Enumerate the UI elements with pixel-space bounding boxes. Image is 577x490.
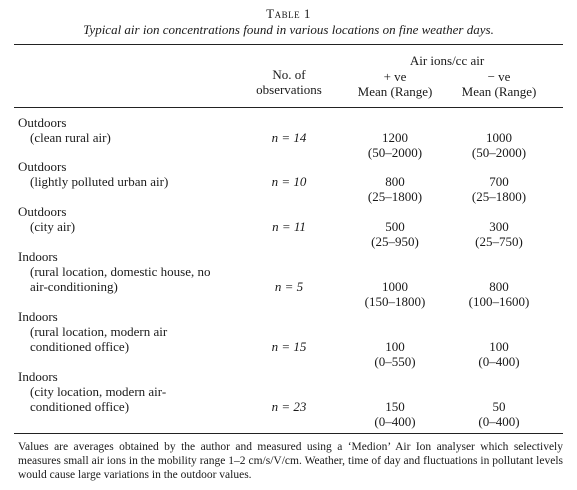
row-pos-mean: 500 <box>385 219 405 234</box>
row-n: n = 15 <box>249 339 329 354</box>
bottom-rule <box>14 433 563 434</box>
row-n: n = 5 <box>249 279 329 294</box>
row-n-value: n = 15 <box>271 339 307 354</box>
row-pos-mean: 800 <box>385 174 405 189</box>
row-location: Outdoors <box>18 159 67 174</box>
row-label: Outdoors (city air) <box>18 204 75 234</box>
table-label: Table 1 <box>266 6 311 21</box>
header-pos-stat: Mean (Range) <box>357 84 433 99</box>
header-nobs-line2: observations <box>256 82 322 97</box>
table-caption: Typical air ion concentrations found in … <box>83 22 494 37</box>
row-condition: (rural location, domestic house, no <box>30 264 211 279</box>
row-location: Indoors <box>18 309 58 324</box>
row-neg-range: (0–400) <box>478 414 520 429</box>
row-n-value: n = 23 <box>271 399 307 414</box>
row-neg-range: (25–1800) <box>471 189 527 204</box>
row-pos-mean: 1000 <box>382 279 408 294</box>
row-condition: (city air) <box>30 219 76 234</box>
row-location: Outdoors <box>18 204 67 219</box>
row-condition-cont: conditioned office) <box>30 339 130 354</box>
row-neg-mean: 100 <box>489 339 509 354</box>
row-n: n = 23 <box>249 399 329 414</box>
row-label: Indoors (rural location, domestic house,… <box>18 249 211 294</box>
header-neg-stat: Mean (Range) <box>461 84 537 99</box>
row-pos-mean: 150 <box>385 399 405 414</box>
row-neg-range: (0–400) <box>478 354 520 369</box>
row-neg-range: (25–750) <box>475 234 523 249</box>
row-condition-cont: air-conditioning) <box>30 279 118 294</box>
row-n-value: n = 10 <box>271 174 307 189</box>
row-condition: (city location, modern air- <box>30 384 167 399</box>
row-location: Indoors <box>18 369 58 384</box>
row-neg-mean: 1000 <box>486 130 512 145</box>
row-label: Indoors (city location, modern air- cond… <box>18 369 166 414</box>
header-neg-sign: − ve <box>487 69 511 84</box>
row-neg-mean: 50 <box>492 399 506 414</box>
row-neg-range: (100–1600) <box>468 294 530 309</box>
top-rule <box>14 44 563 45</box>
header-nobs: No. of observations <box>249 67 329 97</box>
row-pos-range: (25–950) <box>371 234 419 249</box>
row-neg-mean: 700 <box>489 174 509 189</box>
row-pos-range: (150–1800) <box>364 294 426 309</box>
row-n-value: n = 11 <box>272 219 306 234</box>
row-pos-mean: 100 <box>385 339 405 354</box>
row-n: n = 14 <box>249 130 329 145</box>
row-neg-range: (50–2000) <box>471 145 527 160</box>
row-pos-range: (0–550) <box>374 354 416 369</box>
row-neg-mean: 800 <box>489 279 509 294</box>
header-nobs-line1: No. of <box>272 67 306 82</box>
row-condition-cont: conditioned office) <box>30 399 130 414</box>
row-label: Outdoors (lightly polluted urban air) <box>18 159 168 189</box>
row-label: Outdoors (clean rural air) <box>18 115 111 145</box>
row-condition: (lightly polluted urban air) <box>30 174 169 189</box>
row-pos-range: (25–1800) <box>367 189 423 204</box>
row-condition: (clean rural air) <box>30 130 111 145</box>
row-pos-range: (50–2000) <box>367 145 423 160</box>
row-n-value: n = 14 <box>271 130 307 145</box>
row-label: Indoors (rural location, modern air cond… <box>18 309 167 354</box>
row-n-value: n = 5 <box>274 279 304 294</box>
row-pos-range: (0–400) <box>374 414 416 429</box>
row-condition: (rural location, modern air <box>30 324 168 339</box>
table-footnote: Values are averages obtained by the auth… <box>18 441 563 481</box>
row-n: n = 11 <box>249 219 329 234</box>
row-location: Indoors <box>18 249 58 264</box>
row-neg-mean: 300 <box>489 219 509 234</box>
row-location: Outdoors <box>18 115 67 130</box>
row-n: n = 10 <box>249 174 329 189</box>
header-group: Air ions/cc air <box>409 53 485 68</box>
header-pos-sign: + ve <box>383 69 407 84</box>
header-rule <box>14 107 563 108</box>
row-pos-mean: 1200 <box>382 130 408 145</box>
